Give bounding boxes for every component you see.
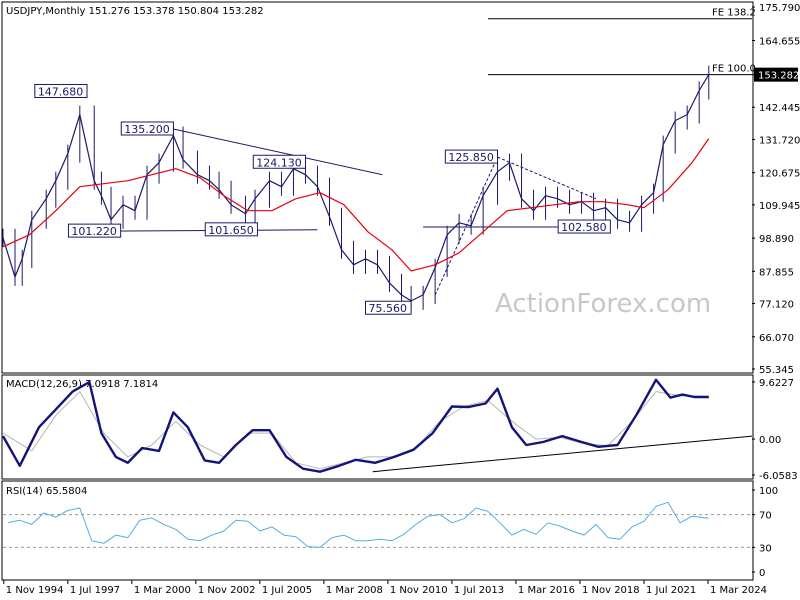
x-tick-label: 1 Nov 2018: [582, 585, 640, 596]
price-tick-label: 164.655: [759, 36, 800, 47]
price-header: USDJPY,Monthly 151.276 153.378 150.804 1…: [6, 6, 264, 17]
trendline-0: [173, 128, 383, 176]
x-tick-label: 1 Nov 2002: [198, 585, 256, 596]
annotation-label-3: 125.850: [448, 151, 494, 164]
annotation-box-2: [252, 154, 306, 169]
price-line: [2, 74, 710, 302]
annotation-label-6: 75.560: [369, 302, 408, 315]
rsi-panel-frame: [1, 480, 754, 581]
rsi-y-ticks: 100 70 30 0: [752, 486, 778, 579]
x-tick-label: 1 Mar 2008: [326, 585, 383, 596]
price-series: [2, 65, 710, 310]
macd-panel-frame: [1, 374, 754, 480]
current-price-label: 153.282: [758, 71, 799, 82]
annotation-box-3: [444, 149, 499, 164]
x-tick-label: 1 Nov 1994: [6, 585, 64, 596]
rsi-line: [7, 501, 709, 548]
annotation-label-7: 102.580: [561, 221, 607, 234]
price-tick-label: 98.890: [759, 234, 794, 245]
macd-trendline: [372, 435, 753, 473]
annotation-box-1: [120, 121, 174, 136]
macd-line: [1, 378, 709, 473]
macd-signal-line: [2, 391, 709, 470]
trendlines: [110, 128, 611, 296]
moving-average-line: [2, 138, 710, 272]
annotation-box-0: [34, 83, 88, 98]
rsi-tick-label: 100: [759, 486, 778, 497]
price-annotations: 147.680 135.200 124.130 125.850 101.220 101.6…: [34, 83, 611, 315]
annotation-box-4: [67, 223, 122, 238]
x-tick-label: 1 Mar 2000: [134, 585, 191, 596]
watermark: ActionForex.com: [495, 289, 711, 319]
price-tick-label: 109.945: [759, 201, 800, 212]
x-tick-label: 1 Jul 2005: [262, 585, 312, 596]
price-tick-label: 55.345: [759, 365, 794, 376]
macd-series: [1, 378, 753, 473]
annotation-box-7: [557, 219, 611, 234]
price-y-ticks: 175.790 164.655 142.445 131.720 120.675 109.9…: [752, 3, 800, 376]
macd-tick-label: 0.00: [759, 435, 781, 446]
x-tick-label: 1 Jul 1997: [70, 585, 120, 596]
trendline-2: [434, 156, 498, 296]
annotation-label-1: 135.200: [124, 123, 170, 136]
fib-label-1: FE 100.0: [712, 64, 756, 75]
price-tick-label: 142.445: [759, 103, 800, 114]
rsi-header: RSI(14) 65.5804: [6, 486, 87, 497]
rsi-tick-label: 70: [759, 511, 772, 522]
x-tick-label: 1 Nov 2010: [390, 585, 448, 596]
x-tick-label: 1 Jul 2013: [454, 585, 504, 596]
x-tick-label: 1 Jul 2021: [646, 585, 696, 596]
annotation-label-2: 124.130: [256, 156, 302, 169]
current-price-box: [754, 67, 798, 82]
price-panel-frame: [1, 1, 754, 374]
annotation-label-4: 101.220: [71, 225, 117, 238]
rsi-tick-label: 30: [759, 543, 772, 554]
macd-tick-label: -6.0583: [759, 471, 798, 482]
price-tick-label: 175.790: [759, 3, 800, 14]
price-tick-label: 131.720: [759, 135, 800, 146]
fib-label-0: FE 138.2: [712, 8, 756, 19]
annotation-label-0: 147.680: [38, 85, 83, 98]
x-axis-labels: 1 Nov 1994 1 Jul 1997 1 Mar 2000 1 Nov 2002…: [3, 580, 767, 596]
macd-tick-label: 9.6227: [759, 378, 794, 389]
rsi-series: [3, 501, 752, 548]
price-tick-label: 87.855: [759, 267, 794, 278]
fib-levels: FE 138.2 FE 100.0: [487, 8, 756, 76]
annotation-box-6: [365, 300, 412, 315]
macd-header: MACD(12,26,9) 7.0918 7.1814: [6, 379, 158, 390]
price-tick-label: 77.120: [759, 300, 794, 311]
macd-y-ticks: 9.6227 0.00 -6.0583: [752, 378, 798, 482]
annotation-label-5: 101.650: [208, 224, 254, 237]
trendline-3: [497, 156, 597, 200]
x-tick-label: 1 Mar 2024: [710, 585, 767, 596]
x-tick-label: 1 Mar 2016: [518, 585, 575, 596]
price-tick-label: 66.070: [759, 333, 794, 344]
annotation-box-5: [204, 222, 258, 237]
price-tick-label: 120.675: [759, 169, 800, 180]
rsi-tick-label: 0: [759, 568, 765, 579]
